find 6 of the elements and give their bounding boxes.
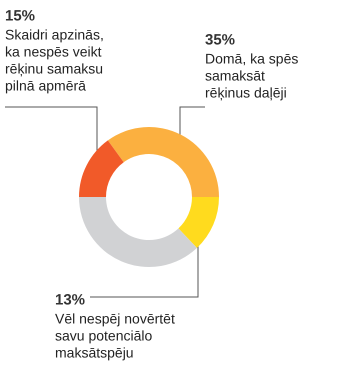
- slice-label: Skaidri apzinās, ka nespēs veikt rēķinu samaksu pilnā apmērā: [5, 26, 104, 94]
- data-label: 13%: [55, 292, 86, 308]
- data-label: 35%: [205, 32, 236, 48]
- slice-label: Vēl nespēj novērtēt savu potenciālo maksātspēju: [55, 310, 175, 360]
- data-label: 15%: [5, 8, 36, 24]
- slice-label: Domā, ka spēs samaksāt rēķinus daļēji: [205, 50, 298, 100]
